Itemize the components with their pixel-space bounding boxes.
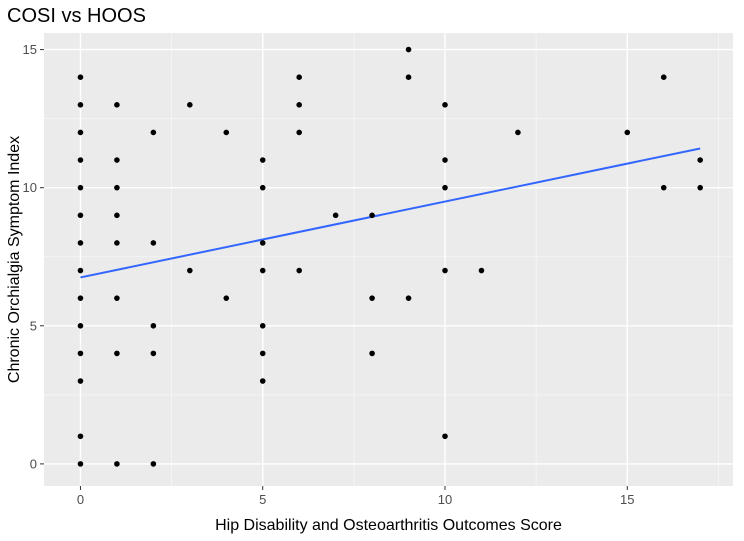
data-point [369,350,375,357]
data-point [259,184,266,191]
data-point [259,378,266,384]
data-point [369,295,375,301]
data-point [697,157,703,163]
trend-line [80,147,701,279]
data-point [187,102,193,108]
data-point [77,184,84,191]
data-point [77,74,84,80]
data-point [296,267,302,274]
data-point [77,212,84,219]
y-axis-title: Chronic Orchialgia Symptom Index [6,136,23,383]
data-point [478,267,485,274]
chart-title: COSI vs HOOS [7,5,146,27]
data-point [624,129,631,136]
data-point [442,157,448,163]
grid-major [44,33,733,486]
data-point [150,322,157,329]
data-point [442,267,448,274]
data-point [442,433,448,440]
data-point [150,461,157,467]
data-point [77,378,84,384]
data-point [77,461,84,467]
data-point [332,212,339,219]
data-point [114,240,120,246]
y-tick-label: 10 [23,180,37,195]
x-tick-label: 10 [438,492,452,507]
y-tick-label: 5 [30,318,37,333]
data-point [697,184,703,191]
y-tick-label: 15 [23,42,37,57]
trend-layer [80,147,701,279]
data-point [259,157,266,163]
y-tick-label: 0 [30,456,37,471]
data-point [114,461,120,467]
data-point [150,240,157,246]
data-point [77,129,84,136]
data-point [77,157,84,163]
data-point [114,184,120,191]
data-point [77,102,84,108]
data-point [405,74,412,80]
data-point [296,102,302,108]
data-point [77,350,84,357]
data-point [150,350,157,357]
data-point [296,129,302,136]
data-point [77,240,84,246]
data-point [296,74,302,80]
data-point [405,295,412,301]
data-point [77,433,84,440]
grid-minor [44,33,733,486]
data-point [660,74,667,80]
data-point [114,295,120,301]
data-point [442,102,448,108]
plot-panel [44,33,733,486]
data-point [223,129,230,136]
points-layer [77,46,703,467]
x-tick-label: 0 [77,492,84,507]
data-point [114,212,120,219]
x-tick-label: 5 [259,492,266,507]
data-point [223,295,230,301]
data-point [77,295,84,301]
x-tick-label: 15 [620,492,634,507]
data-point [660,184,667,191]
data-point [259,240,266,246]
data-point [369,212,375,219]
data-point [405,46,412,53]
data-point [114,102,120,108]
data-point [187,267,193,274]
data-point [442,184,448,191]
data-point [114,350,120,357]
data-point [77,322,84,329]
data-point [77,267,84,274]
x-axis-title: Hip Disability and Osteoarthritis Outcom… [215,517,562,534]
x-axis: 0 5 10 15 [77,486,635,507]
y-axis: 0 5 10 15 [23,42,44,471]
data-point [114,157,120,163]
data-point [150,129,157,136]
data-point [259,267,266,274]
data-point [515,129,521,136]
data-point [259,350,266,357]
data-point [259,322,266,329]
